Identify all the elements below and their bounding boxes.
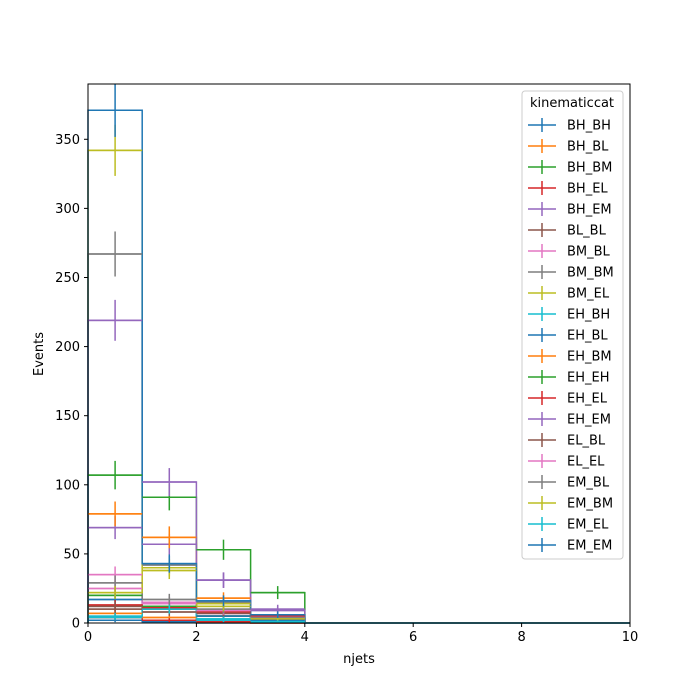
legend-label: BH_BL: [567, 140, 609, 155]
legend-item: EH_EM: [528, 412, 611, 428]
y-tick-label: 200: [55, 340, 80, 355]
error-bar: [196, 616, 251, 622]
y-tick-label: 100: [55, 478, 80, 493]
legend-item: BM_EL: [528, 286, 610, 302]
legend-label: BM_BM: [567, 266, 614, 281]
legend-item: EH_EL: [528, 391, 608, 407]
error-bar: [142, 526, 197, 549]
error-bar: [88, 83, 143, 137]
legend-item: EM_BL: [528, 475, 610, 491]
error-bar: [88, 231, 143, 277]
legend-item: EL_BL: [528, 433, 606, 449]
error-bar: [88, 501, 143, 527]
x-tick-label: 0: [84, 630, 92, 645]
legend-item: EH_EH: [528, 370, 609, 386]
y-tick-label: 300: [55, 202, 80, 217]
y-tick-label: 0: [72, 617, 80, 632]
legend-label: BH_BH: [567, 119, 611, 134]
error-bar: [142, 468, 197, 496]
x-tick-label: 2: [192, 630, 200, 645]
legend-items: BH_BH BH_BL BH_BM BH_EL BH_EM BL_BL BM_BL BM_BM…: [528, 118, 614, 554]
legend-item: BH_BM: [528, 160, 612, 176]
legend-label: EM_BM: [567, 497, 613, 512]
error-bar: [196, 595, 251, 607]
y-axis-ticks: 0 50 100 150 200 250 300 350: [55, 133, 88, 632]
legend-item: BL_BL: [528, 223, 607, 239]
x-axis-ticks: 0 2 4 6 8 10: [84, 623, 638, 645]
x-tick-label: 10: [622, 630, 639, 645]
legend-label: EH_EH: [567, 371, 609, 386]
legend-title: kinematiccat: [530, 96, 614, 111]
plot-frame: [87, 83, 631, 624]
legend-label: EM_EM: [567, 539, 612, 554]
legend-label: EH_BH: [567, 308, 610, 323]
error-bar: [142, 593, 197, 606]
legend-label: BH_BM: [567, 161, 612, 176]
legend-label: BM_EL: [567, 287, 610, 302]
x-tick-label: 8: [517, 630, 525, 645]
error-bar: [196, 572, 251, 588]
legend-item: EM_EM: [528, 538, 612, 554]
error-bar: [88, 601, 143, 612]
legend-label: EM_EL: [567, 518, 609, 533]
error-bar: [250, 586, 305, 600]
legend-box: [521, 90, 624, 560]
error-bar: [142, 604, 197, 614]
legend: kinematiccat BH_BH BH_BL BH_BM BH_EL BH_EM BL…: [521, 90, 624, 560]
legend-item: EM_BM: [528, 496, 613, 512]
legend-label: BM_BL: [567, 245, 611, 260]
x-axis-label: njets: [343, 652, 375, 667]
legend-label: EH_EM: [567, 413, 611, 428]
legend-item: BH_BH: [528, 118, 611, 134]
error-bar: [196, 539, 251, 560]
legend-item: EL_EL: [528, 454, 605, 470]
error-bar: [88, 299, 143, 341]
legend-item: EM_EL: [528, 517, 609, 533]
y-axis-label: Events: [32, 332, 47, 376]
y-tick-label: 50: [63, 547, 80, 562]
y-tick-label: 350: [55, 133, 80, 148]
legend-item: EH_BL: [528, 328, 608, 344]
error-bar: [142, 554, 197, 573]
legend-label: EH_BL: [567, 329, 608, 344]
error-bar: [88, 460, 143, 490]
x-tick-label: 4: [301, 630, 309, 645]
legend-item: BH_EL: [528, 181, 608, 197]
legend-label: EH_EL: [567, 392, 608, 407]
legend-label: BL_BL: [567, 224, 607, 239]
legend-label: EL_BL: [567, 434, 606, 449]
legend-label: BH_EL: [567, 182, 608, 197]
legend-label: BH_EM: [567, 203, 612, 218]
legend-label: EL_EL: [567, 455, 605, 470]
y-tick-label: 250: [55, 271, 80, 286]
error-bars: [88, 83, 305, 623]
legend-item: BH_EM: [528, 202, 612, 218]
legend-label: EH_BM: [567, 350, 612, 365]
legend-label: EM_BL: [567, 476, 610, 491]
error-bar: [88, 586, 143, 600]
y-tick-label: 150: [55, 409, 80, 424]
legend-item: BM_BM: [528, 265, 614, 281]
legend-item: EH_BH: [528, 307, 610, 323]
x-tick-label: 6: [409, 630, 417, 645]
error-bar: [88, 614, 143, 621]
legend-item: BM_BL: [528, 244, 611, 260]
legend-item: EH_BM: [528, 349, 612, 365]
legend-item: BH_BL: [528, 139, 609, 155]
error-bar: [250, 611, 305, 619]
error-bar: [142, 618, 197, 623]
